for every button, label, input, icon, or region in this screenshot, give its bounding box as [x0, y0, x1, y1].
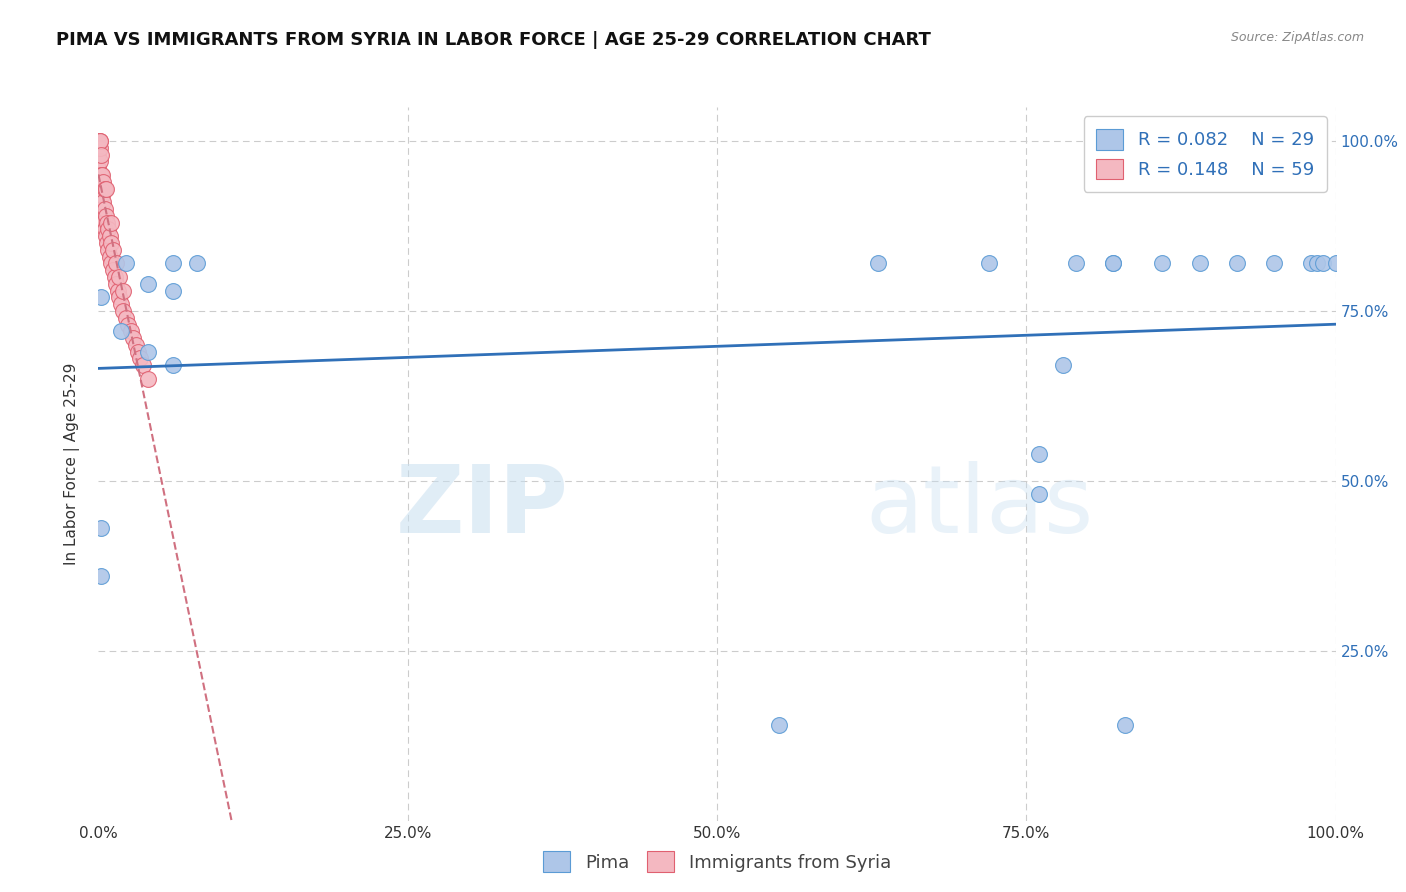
Point — [100, 256, 122, 270]
Point — [87, 147, 110, 161]
Point — [91, 168, 114, 182]
Point — [114, 310, 136, 325]
Point — [1102, 256, 1125, 270]
Point — [93, 202, 115, 216]
Point — [136, 372, 159, 386]
Point — [90, 521, 112, 535]
Point — [122, 331, 145, 345]
Point — [136, 344, 159, 359]
Point — [90, 147, 112, 161]
Point — [768, 718, 790, 732]
Point — [98, 229, 121, 244]
Point — [91, 209, 114, 223]
Point — [89, 188, 111, 202]
Point — [90, 569, 112, 583]
Point — [93, 216, 115, 230]
Point — [110, 297, 132, 311]
Point — [1324, 256, 1347, 270]
Point — [1263, 256, 1285, 270]
Point — [97, 222, 120, 236]
Point — [87, 134, 110, 148]
Point — [87, 181, 110, 195]
Point — [94, 229, 117, 244]
Text: Source: ZipAtlas.com: Source: ZipAtlas.com — [1230, 31, 1364, 45]
Point — [132, 359, 155, 373]
Point — [162, 256, 184, 270]
Point — [103, 243, 125, 257]
Point — [186, 256, 208, 270]
Text: atlas: atlas — [866, 460, 1094, 553]
Point — [162, 284, 184, 298]
Point — [98, 250, 121, 264]
Point — [94, 181, 117, 195]
Point — [1028, 487, 1050, 501]
Point — [90, 181, 112, 195]
Point — [87, 134, 110, 148]
Point — [120, 324, 142, 338]
Point — [110, 324, 132, 338]
Point — [100, 216, 122, 230]
Point — [90, 290, 112, 304]
Point — [89, 154, 111, 169]
Point — [1102, 256, 1125, 270]
Point — [89, 134, 111, 148]
Point — [124, 338, 146, 352]
Point — [93, 175, 115, 189]
Point — [108, 290, 131, 304]
Point — [129, 351, 152, 366]
Point — [97, 243, 120, 257]
Point — [127, 344, 149, 359]
Point — [112, 284, 135, 298]
Point — [96, 235, 118, 250]
Point — [96, 216, 118, 230]
Point — [108, 269, 131, 284]
Point — [87, 216, 110, 230]
Point — [87, 134, 110, 148]
Text: PIMA VS IMMIGRANTS FROM SYRIA IN LABOR FORCE | AGE 25-29 CORRELATION CHART: PIMA VS IMMIGRANTS FROM SYRIA IN LABOR F… — [56, 31, 931, 49]
Point — [89, 141, 111, 155]
Point — [1306, 256, 1329, 270]
Point — [1152, 256, 1174, 270]
Point — [866, 256, 889, 270]
Point — [87, 161, 110, 176]
Point — [93, 195, 115, 210]
Point — [1312, 256, 1334, 270]
Point — [112, 304, 135, 318]
Point — [93, 222, 115, 236]
Point — [136, 277, 159, 291]
Point — [1114, 718, 1136, 732]
Point — [104, 256, 127, 270]
Point — [1188, 256, 1211, 270]
Point — [94, 209, 117, 223]
Point — [1028, 447, 1050, 461]
Point — [1064, 256, 1087, 270]
Point — [89, 168, 111, 182]
Point — [91, 188, 114, 202]
Text: ZIP: ZIP — [395, 460, 568, 553]
Point — [100, 235, 122, 250]
Point — [87, 134, 110, 148]
Point — [979, 256, 1001, 270]
Point — [1226, 256, 1249, 270]
Point — [104, 277, 127, 291]
Point — [93, 181, 115, 195]
Point — [107, 284, 129, 298]
Point — [114, 256, 136, 270]
Point — [103, 263, 125, 277]
Point — [103, 269, 125, 284]
Point — [117, 318, 139, 332]
Point — [162, 359, 184, 373]
Y-axis label: In Labor Force | Age 25-29: In Labor Force | Age 25-29 — [63, 363, 80, 565]
Point — [90, 168, 112, 182]
Point — [1052, 359, 1074, 373]
Point — [90, 202, 112, 216]
Point — [1299, 256, 1322, 270]
Legend: Pima, Immigrants from Syria: Pima, Immigrants from Syria — [536, 844, 898, 880]
Point — [89, 134, 111, 148]
